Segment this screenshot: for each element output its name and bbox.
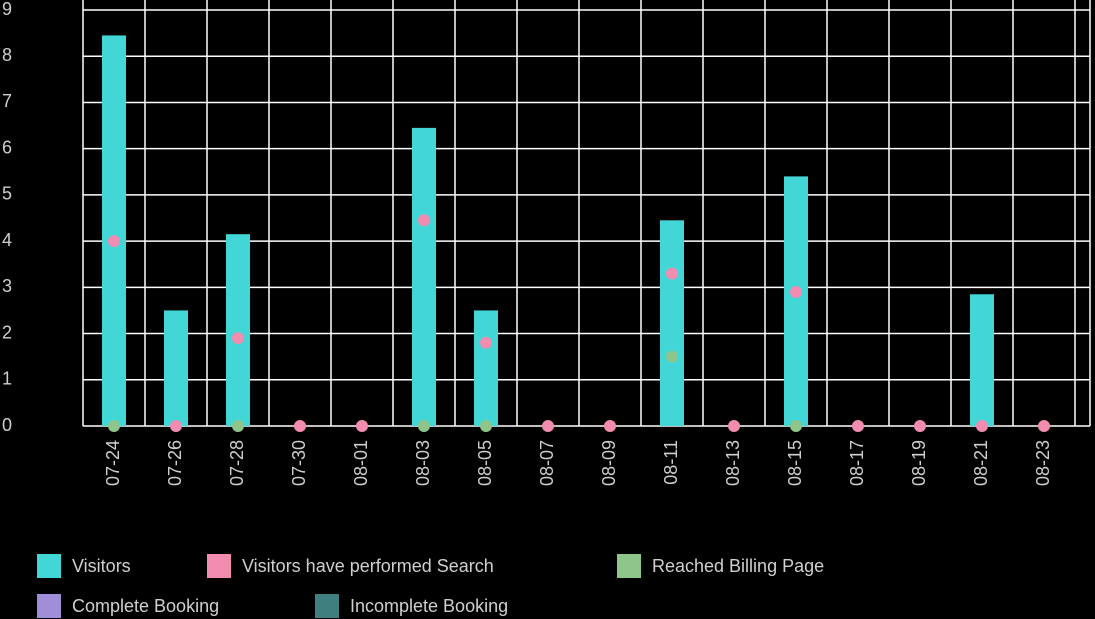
dot — [108, 420, 120, 432]
x-tick-label: 08-03 — [413, 440, 433, 486]
x-tick-label: 08-11 — [661, 440, 681, 485]
x-tick-label: 07-24 — [103, 440, 123, 486]
x-tick-label: 08-07 — [537, 440, 557, 486]
bar — [102, 35, 126, 427]
dot — [418, 214, 430, 227]
y-tick-label: 2 — [2, 322, 12, 342]
dot — [1038, 420, 1050, 432]
bar — [474, 310, 498, 426]
x-tick-label: 08-23 — [1033, 440, 1053, 486]
dot — [418, 420, 430, 432]
dot — [294, 420, 306, 432]
x-tick-label: 08-15 — [785, 440, 805, 486]
legend-label: Incomplete Booking — [350, 596, 508, 616]
x-tick-label: 07-28 — [227, 440, 247, 486]
dot — [666, 350, 678, 363]
y-tick-label: 0 — [2, 415, 12, 435]
dot — [852, 420, 864, 432]
bar — [784, 176, 808, 426]
dot — [232, 332, 244, 345]
x-tick-label: 07-30 — [289, 440, 309, 486]
legend-swatch — [207, 554, 231, 578]
x-tick-label: 08-17 — [847, 440, 867, 486]
x-tick-label: 08-19 — [909, 440, 929, 486]
bar — [660, 220, 684, 426]
dot — [480, 336, 492, 349]
bar — [970, 294, 994, 426]
legend-swatch — [315, 594, 339, 618]
x-tick-label: 08-01 — [351, 440, 371, 486]
y-tick-label: 6 — [2, 137, 12, 157]
y-tick-label: 8 — [2, 45, 12, 65]
legend-label: Visitors — [72, 556, 131, 576]
dot — [976, 420, 988, 432]
y-tick-label: 7 — [2, 91, 12, 111]
dot — [604, 420, 616, 432]
legend-label: Reached Billing Page — [652, 556, 824, 576]
x-tick-label: 07-26 — [165, 440, 185, 486]
dot — [790, 285, 802, 298]
dot — [914, 420, 926, 432]
y-tick-label: 3 — [2, 276, 12, 296]
legend-swatch — [37, 594, 61, 618]
dot — [108, 235, 120, 248]
dot — [666, 267, 678, 280]
x-tick-label: 08-09 — [599, 440, 619, 486]
x-tick-label: 08-05 — [475, 440, 495, 486]
y-tick-label: 5 — [2, 184, 12, 204]
dot — [728, 420, 740, 432]
bar — [412, 127, 436, 426]
bar — [164, 310, 188, 426]
legend-swatch — [617, 554, 641, 578]
x-tick-label: 08-21 — [971, 440, 991, 486]
dot — [542, 420, 554, 432]
dot — [232, 420, 244, 432]
legend-label: Visitors have performed Search — [242, 556, 494, 576]
y-tick-label: 9 — [2, 0, 12, 19]
y-tick-label: 1 — [2, 369, 12, 389]
legend-swatch — [37, 554, 61, 578]
bar — [226, 234, 250, 426]
dot — [790, 420, 802, 432]
legend-label: Complete Booking — [72, 596, 219, 616]
dot — [356, 420, 368, 432]
y-tick-label: 4 — [2, 230, 12, 250]
x-tick-label: 08-13 — [723, 440, 743, 486]
dot — [170, 420, 182, 432]
dot — [480, 420, 492, 432]
